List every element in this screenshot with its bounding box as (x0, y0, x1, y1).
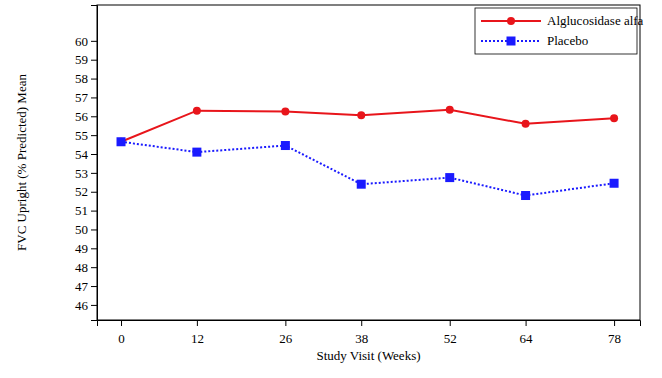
y-tick-label: 46 (75, 298, 89, 313)
y-tick-mark (91, 79, 97, 80)
y-tick-mark (91, 41, 97, 42)
y-tick-label: 49 (75, 241, 88, 256)
legend-label: Placebo (547, 33, 588, 48)
y-tick: 55 (75, 128, 97, 143)
x-tick-mark (614, 320, 615, 326)
y-tick-label: 55 (75, 128, 88, 143)
x-tick-mark (285, 320, 286, 326)
y-tick-mark (91, 305, 97, 306)
legend-label: Alglucosidase alfa (547, 13, 644, 28)
y-tick-label: 47 (75, 279, 89, 294)
y-tick-label: 54 (75, 147, 89, 162)
x-tick: 26 (279, 320, 293, 346)
x-tick-label: 38 (355, 331, 368, 346)
y-tick: 54 (75, 147, 97, 162)
y-tick-mark (91, 286, 97, 287)
data-point (521, 191, 530, 200)
y-tick: 60 (75, 33, 97, 48)
y-tick-mark (91, 192, 97, 193)
y-tick: 58 (75, 71, 97, 86)
data-point (446, 106, 454, 114)
series-line (121, 110, 614, 142)
x-tick: 52 (444, 320, 457, 346)
legend-marker (507, 17, 515, 25)
x-tick-mark (526, 320, 527, 326)
x-tick: 0 (118, 320, 125, 346)
x-tick-label: 52 (444, 331, 457, 346)
y-tick-label: 51 (75, 203, 88, 218)
y-tick: 51 (75, 203, 97, 218)
y-tick: 46 (75, 298, 97, 313)
x-tick-label: 78 (608, 331, 621, 346)
data-point (522, 120, 530, 128)
y-tick-label: 59 (75, 52, 88, 67)
y-tick: 53 (75, 166, 97, 181)
y-tick: 57 (75, 90, 97, 105)
y-tick-mark (91, 154, 97, 155)
y-tick-mark (91, 248, 97, 249)
data-point (117, 138, 125, 146)
x-tick-mark (121, 320, 122, 326)
plot-area (117, 106, 619, 200)
y-tick-mark (91, 60, 97, 61)
series-line (121, 142, 614, 196)
chart: 0 12 26 38 52 64 78 46 47 48 49 50 51 52 53 54 55 56 57 58 5… (0, 0, 662, 378)
data-point (193, 107, 201, 115)
x-tick-label: 12 (191, 331, 204, 346)
x-tick: 38 (355, 320, 368, 346)
data-point (357, 180, 366, 189)
y-tick-mark (91, 135, 97, 136)
y-tick-mark (91, 229, 97, 230)
x-axis-title: Study Visit (Weeks) (316, 348, 420, 363)
x-axis-line (98, 321, 641, 327)
x-tick: 12 (191, 320, 204, 346)
y-tick: 50 (75, 222, 97, 237)
plot-frame (97, 5, 640, 320)
y-tick-label: 58 (75, 71, 88, 86)
x-tick-label: 26 (279, 331, 293, 346)
data-point (192, 148, 201, 157)
y-tick: 48 (75, 260, 97, 275)
y-tick: 47 (75, 279, 97, 294)
data-point (610, 179, 619, 188)
y-tick-mark (91, 211, 97, 212)
y-tick: 49 (75, 241, 97, 256)
x-tick-mark (450, 320, 451, 326)
y-tick-mark (91, 116, 97, 117)
y-axis: 46 47 48 49 50 51 52 53 54 55 56 57 58 59 60 (75, 6, 98, 321)
y-axis-title: FVC Upright (% Predicted) Mean (14, 74, 29, 251)
data-point (281, 108, 289, 116)
y-tick-mark (91, 267, 97, 268)
y-tick-label: 60 (75, 33, 88, 48)
x-tick: 78 (608, 320, 621, 346)
data-point (610, 114, 618, 122)
y-tick-label: 56 (75, 109, 89, 124)
y-tick: 59 (75, 52, 97, 67)
y-tick-label: 53 (75, 166, 88, 181)
x-tick-label: 0 (118, 331, 125, 346)
data-point (281, 141, 290, 150)
data-point (117, 137, 126, 146)
legend-marker (507, 37, 516, 46)
y-tick-label: 57 (75, 90, 89, 105)
x-tick-mark (361, 320, 362, 326)
x-tick-label: 64 (520, 331, 534, 346)
y-axis-line (91, 6, 98, 321)
y-tick-mark (91, 173, 97, 174)
y-tick-label: 48 (75, 260, 88, 275)
x-tick-mark (197, 320, 198, 326)
x-axis: 0 12 26 38 52 64 78 (98, 320, 641, 346)
y-tick: 56 (75, 109, 97, 124)
y-tick: 52 (75, 184, 97, 199)
data-point (357, 111, 365, 119)
legend: Alglucosidase alfa Placebo (475, 8, 644, 54)
y-tick-mark (91, 97, 97, 98)
x-tick: 64 (520, 320, 534, 346)
y-tick-label: 50 (75, 222, 88, 237)
y-tick-label: 52 (75, 184, 88, 199)
data-point (445, 173, 454, 182)
